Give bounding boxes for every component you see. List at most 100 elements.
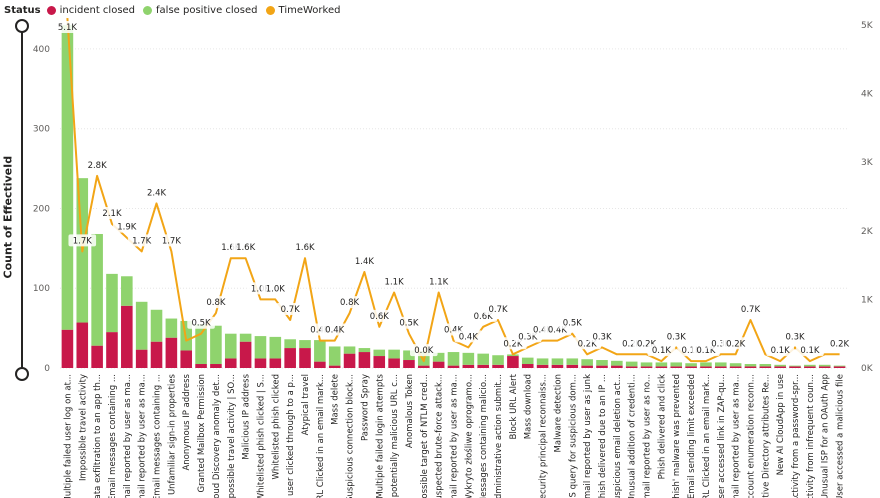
y-tick-label: 300 (33, 125, 50, 135)
bar-false-positive-closed (314, 340, 326, 362)
x-tick-label: Password Spray (360, 374, 370, 441)
legend-title: Status (4, 4, 41, 16)
bar-incident-closed (328, 365, 341, 368)
data-label-bg (781, 330, 809, 343)
data-label: 0.2K (830, 339, 850, 349)
data-label-bg (365, 309, 394, 322)
x-tick-label: Email reported by user as ma... (138, 374, 148, 498)
legend-item-timeworked[interactable]: TimeWorked (265, 5, 340, 16)
bar-false-positive-closed (432, 352, 445, 362)
data-label: 2.8K (88, 161, 108, 171)
bar-incident-closed (789, 366, 801, 368)
x-tick-label: Email reported by user as no... (643, 374, 653, 498)
x-tick-label: DNS query for suspicious dom... (568, 374, 578, 498)
x-tick-label: Unfamiliar sign-in properties (167, 373, 177, 495)
data-label: 0.4K (548, 326, 568, 336)
data-label: 0.5K (399, 319, 419, 329)
data-label-bg (588, 330, 616, 343)
y2-tick-label: 2K (861, 227, 874, 237)
data-label-bg (68, 234, 97, 247)
y2-tick-label: 5K (861, 21, 874, 31)
legend-item-incident-closed[interactable]: incident closed (46, 5, 135, 16)
data-label-bg (825, 337, 854, 350)
zoom-slider-top-handle[interactable] (15, 19, 29, 33)
data-label: 1.7K (162, 236, 182, 246)
data-label-bg (261, 282, 290, 295)
data-label-bg (558, 316, 587, 329)
data-label: 1.7K (132, 236, 152, 246)
bar-incident-closed (655, 366, 668, 368)
bar-incident-closed (596, 365, 608, 368)
data-label-bg (187, 316, 215, 329)
bar-incident-closed (729, 366, 742, 368)
data-label-bg (157, 234, 186, 247)
secondary-y-axis: 0K 1K 2K 3K 4K 5K (861, 21, 874, 374)
bar-false-positive-closed (373, 349, 386, 357)
bar-incident-closed (492, 364, 504, 368)
data-label-bg (231, 241, 260, 254)
y2-tick-label: 3K (861, 158, 874, 168)
bar-false-positive-closed (670, 362, 683, 367)
bar-false-positive-closed (611, 360, 623, 366)
data-label: 0.4K (310, 326, 330, 336)
x-tick-label: User accessed a malicious file (836, 374, 846, 498)
data-label: 0.4K (459, 332, 479, 342)
bars (61, 25, 846, 368)
x-tick-label: Suspicious email deletion act... (613, 374, 623, 498)
bar-false-positive-closed (744, 364, 757, 367)
legend-label-false-positive-closed: false positive closed (156, 4, 258, 16)
data-label: 0.2K (578, 339, 598, 349)
bar-incident-closed (343, 353, 356, 368)
x-tick-label: Unusual ISP for an OAuth App (821, 374, 831, 498)
data-label: 0.6K (370, 312, 390, 322)
bar-false-positive-closed (239, 333, 252, 342)
bar-incident-closed (165, 337, 178, 368)
data-label-bg (53, 21, 82, 33)
bar-incident-closed (269, 358, 282, 368)
bar-incident-closed (685, 366, 697, 368)
data-label-bg (335, 296, 364, 309)
bar-incident-closed (76, 322, 89, 368)
data-label: 0.5K (192, 319, 212, 329)
bar-false-positive-closed (299, 340, 311, 349)
bar-incident-closed (744, 366, 757, 368)
bar-false-positive-closed (121, 276, 133, 306)
bar-incident-closed (284, 348, 296, 368)
x-tick-label: URL Clicked in an email mark... (702, 374, 712, 498)
bar-false-positive-closed (224, 333, 237, 359)
data-label: 0.2K (503, 339, 523, 349)
data-label-bg (736, 302, 765, 315)
x-tick-label: Suspicious connection block... (346, 374, 356, 498)
y-tick-label: 400 (33, 45, 50, 55)
data-label-bg (410, 344, 438, 357)
bar-false-positive-closed (566, 358, 579, 365)
bar-false-positive-closed (581, 359, 593, 366)
x-tick-label: Email reported by user as ma... (123, 374, 133, 498)
x-tick-label: Phish delivered and click (657, 374, 667, 479)
bar-false-positive-closed (403, 350, 415, 361)
bar-false-positive-closed (789, 365, 801, 367)
data-label-bg (662, 330, 691, 343)
legend-marker-incident-closed (46, 5, 56, 15)
bar-false-positive-closed (61, 25, 74, 330)
zoom-slider-track[interactable] (21, 25, 23, 373)
x-tick-label: Unusual addition of credenti... (628, 374, 638, 498)
bar-false-positive-closed (551, 358, 564, 365)
data-label-bg (291, 241, 319, 254)
data-label-bg (380, 275, 408, 288)
bar-incident-closed (61, 329, 74, 368)
legend-item-false-positive-closed[interactable]: false positive closed (143, 4, 258, 16)
x-tick-label: Multiple failed login attempts (375, 373, 385, 498)
data-label-bg (127, 234, 156, 247)
x-tick-label: Multiple failed user log on at... (63, 374, 73, 498)
bar-false-positive-closed (818, 364, 831, 367)
data-label: 0.3K (518, 332, 538, 342)
zoom-slider-bottom-handle[interactable] (15, 367, 29, 381)
x-tick-label: Security principal reconnaiss... (539, 374, 549, 498)
data-label-bg (142, 186, 171, 199)
bar-incident-closed (106, 332, 118, 368)
data-label: 1.9K (117, 223, 137, 233)
bar-false-positive-closed (165, 318, 178, 338)
bar-incident-closed (670, 366, 683, 368)
